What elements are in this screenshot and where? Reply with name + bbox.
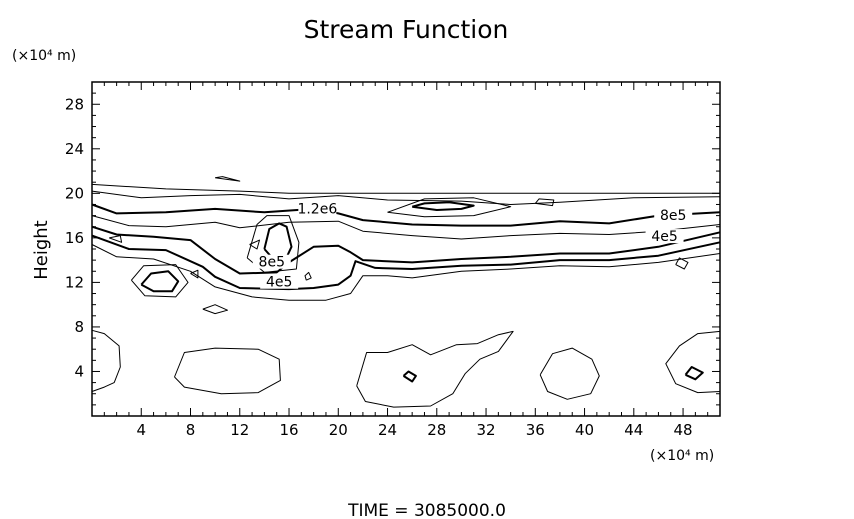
y-tick-label: 12 <box>65 273 84 291</box>
contour-line <box>109 235 123 243</box>
contour-label: 4e5 <box>651 229 677 245</box>
contour-label-bg <box>252 254 291 269</box>
contour-line <box>140 270 180 293</box>
contour-line <box>675 257 689 270</box>
contour-line <box>684 366 704 381</box>
x-tick-label: 20 <box>329 421 348 439</box>
contour-line <box>91 183 720 194</box>
y-tick-label: 28 <box>65 95 84 113</box>
y-tick-label: 4 <box>74 362 84 380</box>
contour-label: 8e5 <box>259 255 285 271</box>
contour-line <box>539 347 600 400</box>
contour-line <box>131 264 189 298</box>
contour-label-layer: 1.2e6 8e5 4e5 8e5 4e5 <box>252 201 693 291</box>
contour-line <box>91 329 121 392</box>
x-tick-label: 48 <box>674 421 693 439</box>
contour-line <box>304 271 312 281</box>
y-tick-label: 24 <box>65 140 84 158</box>
contour-label-bg <box>260 274 299 289</box>
contour-label-bg <box>645 229 684 244</box>
x-tick-label: 16 <box>279 421 298 439</box>
x-tick-label: 4 <box>136 421 146 439</box>
x-tick-label: 24 <box>378 421 397 439</box>
contour-line <box>91 244 721 301</box>
y-tick-label: 20 <box>65 184 84 202</box>
y-tick-label: 8 <box>74 318 84 336</box>
contour-line <box>174 347 281 395</box>
contour-label: 1.2e6 <box>297 201 337 217</box>
x-tick-label: 12 <box>230 421 249 439</box>
contour-label: 4e5 <box>266 275 292 291</box>
contour-label-bg <box>298 201 337 216</box>
contour-line <box>91 203 721 227</box>
contour-line <box>91 234 721 291</box>
contour-line <box>91 215 721 240</box>
contour-label: 8e5 <box>660 208 686 224</box>
x-tick-label: 32 <box>476 421 495 439</box>
contour-line <box>202 304 228 315</box>
contour-line <box>534 198 555 207</box>
contour-line <box>665 330 721 394</box>
contour-line <box>246 215 300 273</box>
contour-line <box>387 197 512 218</box>
y-axis-unit: (×10⁴ m) <box>12 48 76 64</box>
contour-layer <box>91 176 721 408</box>
contour-line <box>190 269 199 279</box>
x-axis-unit: (×10⁴ m) <box>650 448 714 464</box>
x-tick-label: 8 <box>186 421 196 439</box>
plot-frame <box>91 81 721 417</box>
x-tick-label: 28 <box>427 421 446 439</box>
contour-line <box>249 239 260 250</box>
contour-line <box>411 201 475 211</box>
x-tick-label: 44 <box>624 421 643 439</box>
y-axis-label: Height <box>31 220 52 280</box>
contour-line <box>402 370 417 383</box>
x-tick-label: 36 <box>526 421 545 439</box>
contour-line <box>356 330 514 408</box>
contour-line <box>91 225 721 275</box>
contour-line <box>215 176 241 182</box>
contour-line <box>91 190 721 205</box>
chart-title: Stream Function <box>304 15 509 44</box>
x-tick-label: 40 <box>575 421 594 439</box>
y-tick-label: 16 <box>65 229 84 247</box>
time-footer: TIME = 3085000.0 <box>347 501 506 519</box>
contour-label-bg <box>654 207 693 222</box>
